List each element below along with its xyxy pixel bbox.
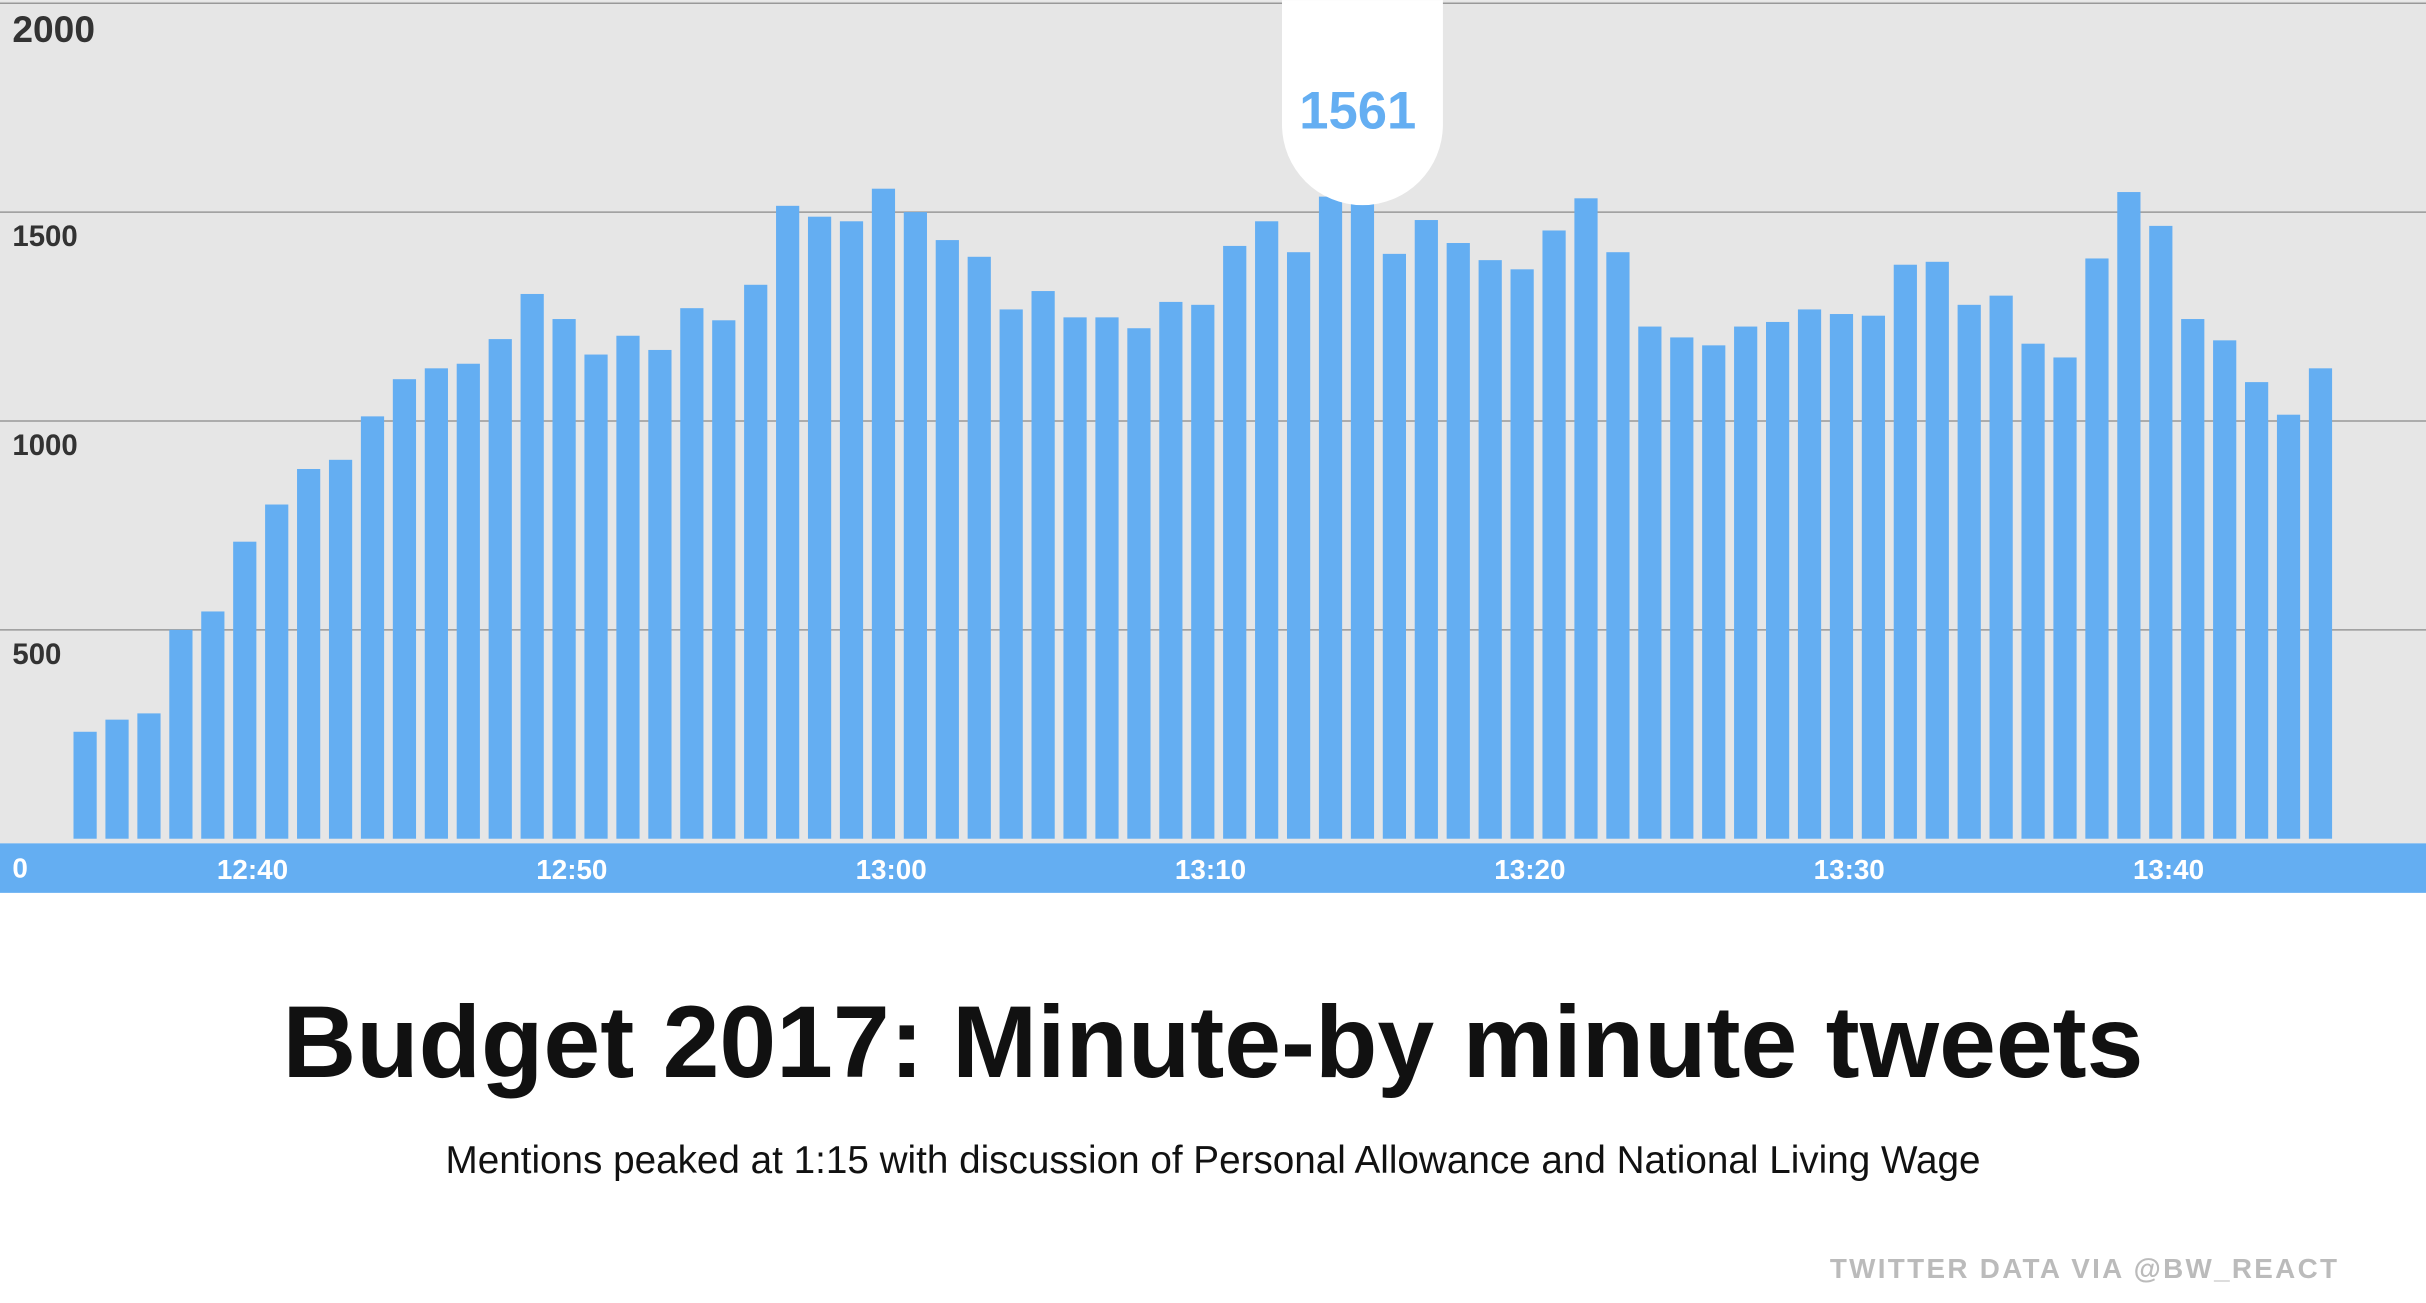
bar [967, 256, 991, 839]
bar [392, 379, 417, 839]
bar [552, 319, 576, 839]
bar [233, 541, 257, 839]
bar [584, 354, 608, 839]
bar [1286, 252, 1311, 839]
bar [297, 469, 321, 839]
y-tick-label: 500 [12, 638, 61, 671]
bar [2245, 382, 2269, 839]
bar [73, 731, 97, 839]
bar [1095, 317, 1119, 839]
bar [2085, 258, 2109, 839]
bar [2181, 319, 2205, 839]
bar [1191, 304, 1215, 839]
peak-label: 1561 [1299, 82, 1416, 141]
bar [1829, 314, 1854, 839]
bar [935, 240, 959, 839]
bar [1318, 196, 1343, 839]
bar [1606, 252, 1630, 839]
y-tick-label: 1500 [12, 220, 77, 253]
y-tick-label: 0 [12, 852, 27, 883]
bar [1127, 328, 1151, 839]
bar [776, 205, 800, 839]
bar [871, 188, 896, 839]
x-tick-label: 13:10 [1175, 854, 1246, 885]
bar [1510, 269, 1534, 839]
bar [839, 221, 864, 839]
bar [105, 719, 129, 839]
peak-callout [1282, 0, 1443, 206]
bar [488, 339, 512, 839]
bar [1446, 243, 1470, 839]
bar [1063, 317, 1087, 839]
x-tick-label: 13:20 [1494, 854, 1565, 885]
bar [1574, 198, 1598, 839]
bar [328, 459, 353, 839]
bar [2117, 192, 2141, 839]
bar [712, 320, 736, 839]
bar [1638, 326, 1662, 839]
x-axis-band [0, 843, 2426, 893]
bar [360, 416, 385, 839]
bar [456, 363, 480, 839]
bar [1734, 326, 1758, 839]
chart-title: Budget 2017: Minute-by minute tweets [283, 985, 2144, 1099]
chart-subtitle: Mentions peaked at 1:15 with discussion … [446, 1139, 1981, 1182]
y-tick-label: 2000 [12, 8, 95, 50]
bar [1670, 337, 1694, 839]
bar [201, 611, 225, 839]
x-tick-label: 12:40 [217, 854, 288, 885]
bar [2308, 368, 2333, 839]
bar [807, 216, 832, 839]
bar [1925, 261, 1949, 839]
bar [648, 349, 672, 839]
bar [1159, 301, 1183, 839]
bar [1031, 291, 1055, 839]
bar [137, 713, 161, 839]
bar [1989, 295, 2013, 839]
bar [2149, 225, 2173, 839]
bar [1957, 304, 1981, 839]
bar [1702, 345, 1726, 839]
bar [1861, 315, 1886, 839]
bar [999, 309, 1023, 839]
bar [424, 368, 448, 839]
bar [169, 629, 193, 839]
bar [1797, 309, 1822, 839]
bar [1255, 221, 1279, 839]
source: TWITTER DATA VIA @BW_REACT [1830, 1253, 2340, 1284]
bar [1478, 260, 1502, 839]
bar [2021, 343, 2045, 839]
bar [1223, 245, 1247, 839]
bar [680, 308, 704, 839]
y-tick-label: 1000 [12, 429, 77, 462]
bar [1893, 264, 1917, 839]
bar [520, 293, 544, 839]
bar [1350, 186, 1375, 839]
bar [265, 504, 289, 839]
x-tick-label: 13:30 [1814, 854, 1885, 885]
bar [1414, 220, 1438, 839]
bar [1542, 230, 1566, 839]
bar [2053, 357, 2077, 839]
x-tick-label: 13:40 [2133, 854, 2204, 885]
bar [1382, 253, 1406, 839]
bar [1765, 321, 1790, 839]
bar [744, 284, 768, 839]
x-tick-label: 13:00 [856, 854, 927, 885]
x-tick-label: 12:50 [536, 854, 607, 885]
bar [2213, 340, 2237, 839]
bar [2276, 414, 2301, 839]
bar [903, 212, 927, 839]
bar [616, 335, 640, 839]
